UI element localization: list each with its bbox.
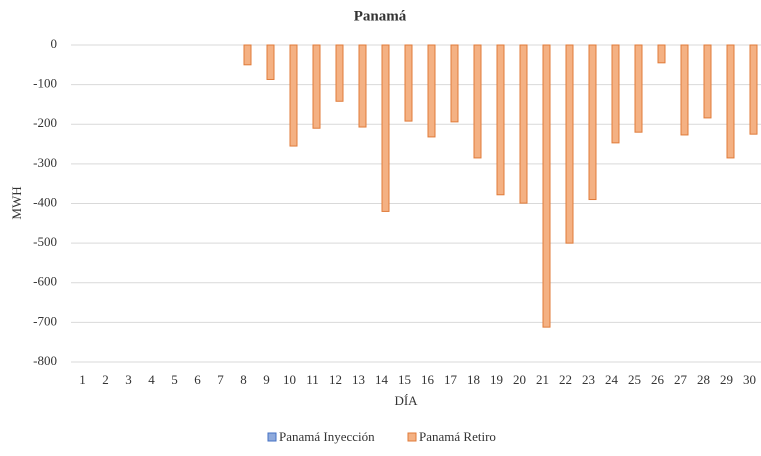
legend-swatch xyxy=(267,432,277,442)
bar xyxy=(634,44,643,133)
y-tick-label: -300 xyxy=(33,155,57,170)
legend-swatch xyxy=(407,432,417,442)
legend-label: Panamá Retiro xyxy=(419,429,496,444)
x-tick-label: 16 xyxy=(421,372,435,387)
y-axis-label: MWH xyxy=(9,186,24,219)
x-tick-label: 13 xyxy=(352,372,365,387)
bar xyxy=(312,44,321,129)
bar xyxy=(680,44,689,136)
bar xyxy=(473,44,482,159)
x-tick-label: 1 xyxy=(79,372,86,387)
x-tick-label: 4 xyxy=(148,372,155,387)
x-tick-label: 25 xyxy=(628,372,641,387)
bar xyxy=(450,44,459,123)
bar xyxy=(289,44,298,147)
bar xyxy=(381,44,390,212)
bar xyxy=(588,44,597,201)
x-tick-label: 27 xyxy=(674,372,688,387)
y-tick-label: -400 xyxy=(33,194,57,209)
bar xyxy=(657,44,666,64)
x-tick-label: 15 xyxy=(398,372,411,387)
x-tick-label: 29 xyxy=(720,372,733,387)
x-axis-label: DÍA xyxy=(394,393,418,408)
bar xyxy=(243,44,252,66)
x-tick-label: 19 xyxy=(490,372,503,387)
y-tick-label: -100 xyxy=(33,76,57,91)
bar xyxy=(611,44,620,144)
x-tick-label: 28 xyxy=(697,372,710,387)
x-tick-label: 2 xyxy=(102,372,109,387)
y-tick-label: -600 xyxy=(33,274,57,289)
bar xyxy=(266,44,275,80)
x-tick-label: 23 xyxy=(582,372,595,387)
legend-label: Panamá Inyección xyxy=(279,429,375,444)
x-tick-label: 24 xyxy=(605,372,619,387)
bar xyxy=(726,44,735,159)
x-tick-label: 5 xyxy=(171,372,178,387)
x-tick-label: 21 xyxy=(536,372,549,387)
x-tick-label: 6 xyxy=(194,372,201,387)
y-tick-label: -800 xyxy=(33,353,57,368)
x-tick-label: 30 xyxy=(743,372,756,387)
x-tick-label: 22 xyxy=(559,372,572,387)
bar xyxy=(496,44,505,196)
chart-title: Panamá xyxy=(354,8,407,24)
y-tick-label: -700 xyxy=(33,313,57,328)
x-tick-label: 17 xyxy=(444,372,458,387)
x-tick-label: 20 xyxy=(513,372,526,387)
x-tick-label: 9 xyxy=(263,372,270,387)
y-tick-label: -500 xyxy=(33,234,57,249)
bar xyxy=(703,44,712,119)
x-tick-label: 14 xyxy=(375,372,389,387)
bar xyxy=(565,44,574,244)
x-tick-label: 3 xyxy=(125,372,132,387)
bar xyxy=(749,44,758,135)
x-tick-label: 12 xyxy=(329,372,342,387)
x-tick-label: 26 xyxy=(651,372,665,387)
y-tick-label: 0 xyxy=(51,36,58,51)
x-tick-label: 8 xyxy=(240,372,247,387)
bar xyxy=(427,44,436,138)
bar xyxy=(519,44,528,204)
x-tick-label: 10 xyxy=(283,372,296,387)
bar xyxy=(358,44,367,128)
x-tick-label: 7 xyxy=(217,372,224,387)
y-tick-label: -200 xyxy=(33,115,57,130)
bar xyxy=(542,44,551,328)
x-tick-label: 18 xyxy=(467,372,480,387)
bar xyxy=(404,44,413,122)
x-tick-label: 11 xyxy=(306,372,319,387)
bar xyxy=(335,44,344,102)
